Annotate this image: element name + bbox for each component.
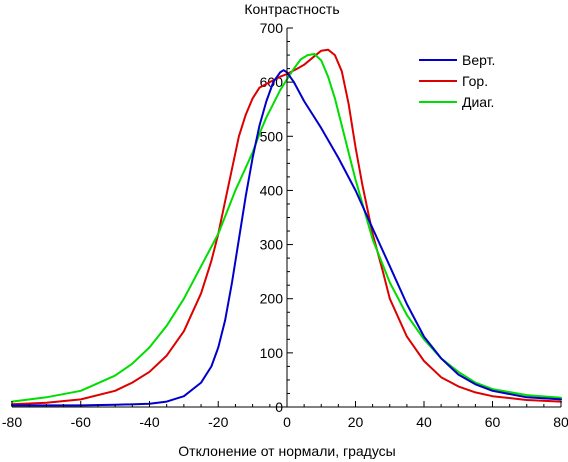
y-tick-label: 300 <box>260 237 284 253</box>
x-tick-label: -60 <box>71 414 91 430</box>
x-tick-label: 80 <box>553 414 568 430</box>
plot-area <box>11 27 562 408</box>
x-tick-label: 0 <box>283 414 291 430</box>
x-tick-label: 40 <box>416 414 432 430</box>
x-tick-labels: -80 -60 -40 -20 0 20 40 60 80 <box>2 414 568 430</box>
legend-label: Диаг. <box>462 94 494 110</box>
series-line-2 <box>11 53 562 403</box>
x-tick-label: 20 <box>348 414 364 430</box>
y-ticks <box>287 27 293 408</box>
series-line-0 <box>11 69 562 407</box>
legend-label: Верт. <box>462 52 495 68</box>
chart-title: Контрастность <box>244 1 339 17</box>
legend-label: Гор. <box>462 73 488 89</box>
y-tick-label: 400 <box>260 182 284 198</box>
series-lines <box>11 48 562 407</box>
y-tick-label: 700 <box>260 20 284 36</box>
y-tick-label: 500 <box>260 128 284 144</box>
x-tick-label: 60 <box>485 414 501 430</box>
series-line-1 <box>11 48 562 406</box>
y-tick-label: 200 <box>260 291 284 307</box>
x-ticks <box>11 401 562 407</box>
x-tick-label: -20 <box>208 414 228 430</box>
y-tick-label: 100 <box>260 345 284 361</box>
x-axis-title: Отклонение от нормали, градусы <box>178 443 395 459</box>
x-tick-label: -40 <box>139 414 159 430</box>
x-tick-label: -80 <box>2 414 22 430</box>
legend: Верт. Гор. Диаг. <box>419 52 495 110</box>
